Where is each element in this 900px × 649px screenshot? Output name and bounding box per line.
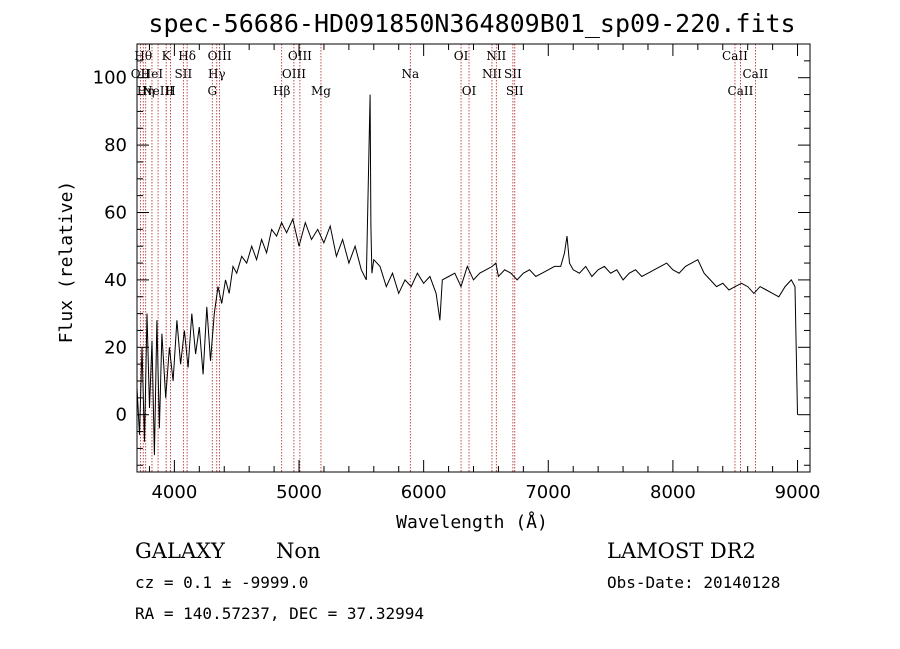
- line-label-17: OI: [454, 49, 469, 63]
- line-label-25: CaII: [742, 67, 768, 81]
- line-label-22: SII: [506, 84, 524, 98]
- line-label-23: CaII: [722, 49, 748, 63]
- y-tick-label-0: 0: [116, 405, 127, 426]
- line-label-20: NII: [486, 49, 506, 63]
- line-label-1: Hθ: [134, 49, 152, 63]
- y-tick-label-5: 100: [93, 68, 127, 89]
- plot-frame: [136, 43, 811, 473]
- chart-title: spec-56686-HD091850N364809B01_sp09-220.f…: [148, 9, 795, 38]
- spectral-line-markers: OIIHθHηHeINeIIIKHSIIHδGHγOIIIHβOIIIOIIIM…: [131, 44, 769, 472]
- redshift-readout: cz = 0.1 ± -9999.0: [135, 573, 308, 592]
- line-label-9: G: [207, 84, 217, 98]
- x-axis-ticks: 4000 5000 6000 7000 8000 9000: [148, 44, 821, 503]
- y-axis-ticks: 0 20 40 60 80 100: [93, 43, 810, 466]
- line-label-6: H: [165, 84, 175, 98]
- x-axis-label: Wavelength (Å): [396, 511, 548, 533]
- line-label-7: SII: [175, 67, 193, 81]
- x-tick-label-0: 4000: [151, 482, 197, 503]
- line-label-12: Hβ: [273, 84, 290, 98]
- line-label-5: K: [162, 49, 172, 63]
- line-label-18: OI: [462, 84, 477, 98]
- observation-date: Obs-Date: 20140128: [607, 573, 780, 592]
- y-tick-label-4: 80: [104, 135, 127, 156]
- object-subclass: Non: [276, 539, 321, 563]
- y-axis-label: Flux (relative): [56, 181, 77, 344]
- line-label-3: HeI: [141, 67, 164, 81]
- survey-name: LAMOST DR2: [607, 539, 756, 563]
- y-tick-label-3: 60: [104, 203, 127, 224]
- x-tick-label-5: 9000: [775, 482, 821, 503]
- y-tick-label-1: 20: [104, 337, 127, 358]
- line-label-13: OIII: [282, 67, 306, 81]
- x-tick-label-2: 6000: [401, 482, 447, 503]
- line-label-15: Mg: [311, 84, 331, 98]
- line-label-24: CaII: [728, 84, 754, 98]
- x-tick-label-1: 5000: [276, 482, 322, 503]
- line-label-19: NII: [482, 67, 502, 81]
- line-label-8: Hδ: [178, 49, 196, 63]
- line-label-16: Na: [401, 67, 419, 81]
- line-label-10: Hγ: [208, 67, 226, 81]
- coordinates-readout: RA = 140.57237, DEC = 37.32994: [135, 604, 424, 623]
- x-tick-label-3: 7000: [525, 482, 571, 503]
- spectrum-series-line: [136, 94, 798, 456]
- y-tick-label-2: 40: [104, 270, 127, 291]
- x-tick-label-4: 8000: [650, 482, 696, 503]
- line-label-11: OIII: [208, 49, 232, 63]
- object-class: GALAXY: [135, 539, 226, 563]
- line-label-14: OIII: [288, 49, 312, 63]
- line-label-21: SII: [504, 67, 522, 81]
